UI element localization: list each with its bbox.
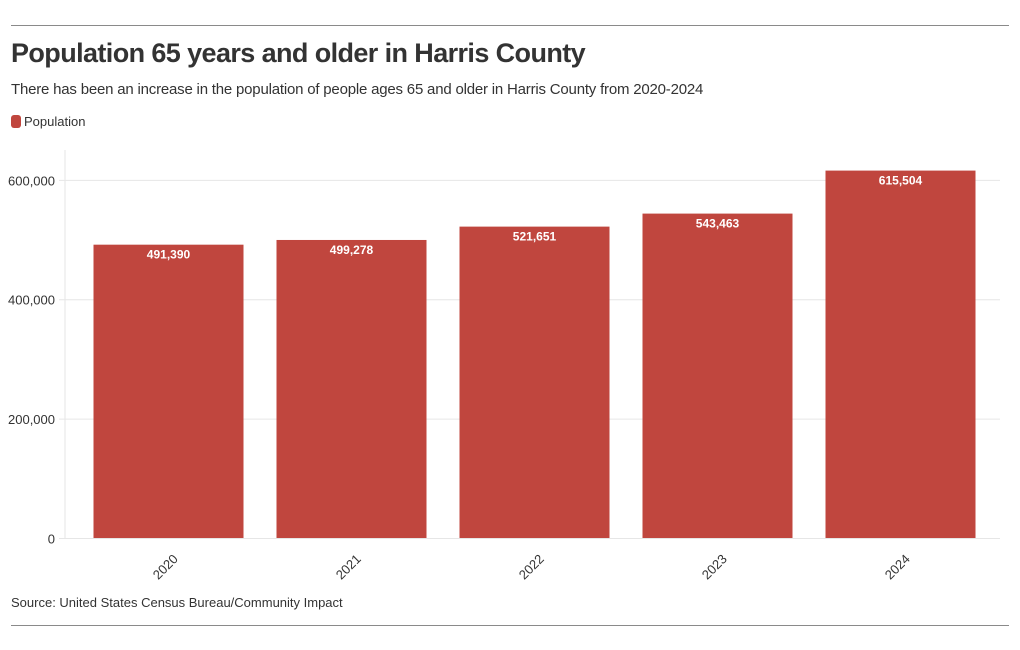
- legend: Population: [11, 114, 85, 129]
- chart-title: Population 65 years and older in Harris …: [11, 38, 586, 68]
- bar-value-label: 491,390: [147, 248, 191, 262]
- label-layer: 491,390 499,278 521,651 543,463 615,504: [147, 174, 923, 262]
- bar-chart: 491,390 499,278 521,651 543,463 615,504 0 200…: [8, 150, 1000, 582]
- y-tick-label: 600,000: [8, 173, 55, 188]
- x-tick-label: 2024: [882, 551, 913, 582]
- bar-2024: [825, 170, 976, 538]
- y-tick-label: 0: [48, 532, 55, 547]
- bar-value-label: 543,463: [696, 217, 740, 231]
- legend-label: Population: [24, 114, 86, 129]
- bar-2020: [93, 244, 244, 538]
- y-tick-label: 200,000: [8, 412, 55, 427]
- x-tick-label: 2023: [699, 551, 730, 582]
- bar-2023: [642, 213, 793, 538]
- source-note: Source: United States Census Bureau/Comm…: [11, 595, 343, 610]
- x-tick-label: 2021: [333, 551, 364, 582]
- y-tick-label: 400,000: [8, 293, 55, 308]
- bottom-rule: [11, 625, 1009, 626]
- bar-2022: [459, 226, 610, 538]
- chart-subtitle: There has been an increase in the popula…: [11, 81, 704, 98]
- top-rule: [11, 25, 1009, 26]
- bar-value-label: 615,504: [879, 174, 923, 188]
- bar-2021: [276, 239, 427, 539]
- bar-value-label: 521,651: [513, 230, 557, 244]
- x-tick-label: 2022: [516, 551, 547, 582]
- x-tick-label: 2020: [150, 551, 181, 582]
- bar-layer: [93, 170, 976, 539]
- bar-value-label: 499,278: [330, 243, 374, 257]
- legend-swatch: [11, 115, 21, 128]
